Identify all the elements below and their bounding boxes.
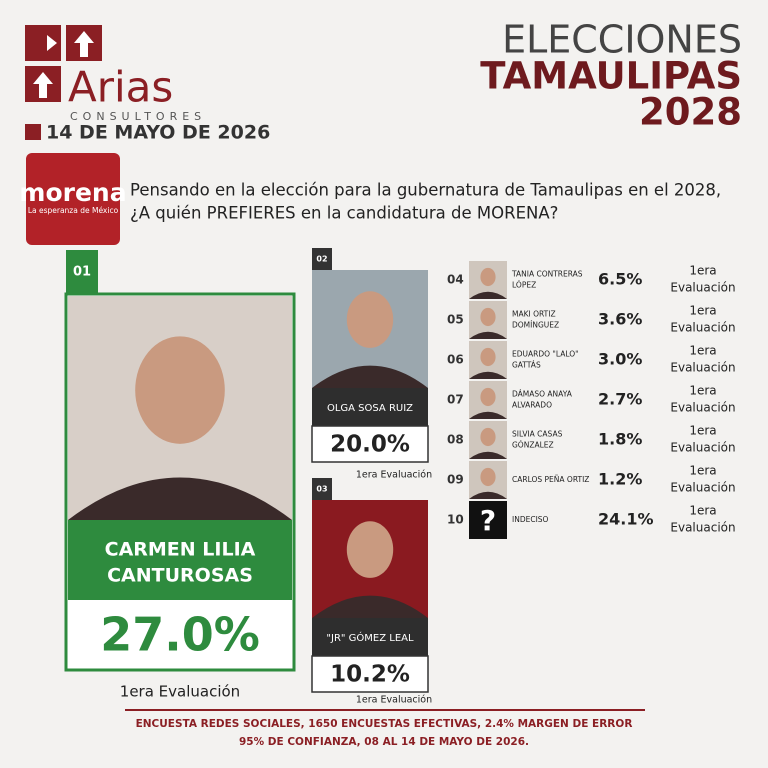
photo-body	[469, 371, 507, 379]
candidate-name: CANTUROSAS	[107, 565, 253, 587]
evaluation-note: 1era	[689, 424, 716, 438]
rank-tab	[312, 248, 332, 270]
candidate-value: 27.0%	[100, 608, 260, 662]
title-line: ELECCIONES	[502, 18, 742, 62]
footer: 95% DE CONFIANZA, 08 AL 14 DE MAYO DE 20…	[239, 736, 529, 748]
question: Pensando en la elección para la gubernat…	[130, 181, 721, 200]
candidate-name: TANIA CONTRERAS	[511, 270, 583, 279]
photo-head	[480, 467, 496, 487]
title-line: TAMAULIPAS	[480, 55, 742, 98]
candidate-value: 10.2%	[330, 662, 410, 688]
evaluation-note: 1era	[689, 264, 716, 278]
logo-icon	[25, 25, 102, 102]
name-box	[312, 388, 428, 426]
photo-body	[469, 331, 507, 339]
candidate-name: DÁMASO ANAYA	[512, 390, 573, 399]
photo-body	[469, 491, 507, 499]
photo-body	[469, 291, 507, 299]
candidate-name: GÓNZALEZ	[512, 441, 554, 450]
evaluation-note: 1era	[689, 304, 716, 318]
evaluation-note: 1era	[689, 384, 716, 398]
evaluation-note: Evaluación	[670, 441, 735, 455]
photo-body	[312, 595, 428, 618]
candidate-name: EDUARDO "LALO"	[512, 350, 579, 359]
logo-sub: CONSULTORES	[70, 110, 206, 123]
evaluation-note: Evaluación	[670, 361, 735, 375]
candidate-value: 6.5%	[598, 270, 642, 289]
photo-body	[312, 365, 428, 388]
party-slogan: La esperanza de México	[28, 206, 119, 215]
rank: 10	[447, 513, 464, 527]
candidate-name: GATTÁS	[512, 361, 541, 370]
photo-body	[469, 411, 507, 419]
candidate-value: 3.6%	[598, 310, 642, 329]
photo-head	[480, 427, 496, 447]
evaluation-note: Evaluación	[670, 481, 735, 495]
evaluation-note: Evaluación	[670, 281, 735, 295]
evaluation-note: 1era	[689, 464, 716, 478]
evaluation-note: 1era Evaluación	[120, 683, 240, 701]
candidate-value: 2.7%	[598, 390, 642, 409]
evaluation-note: 1era Evaluación	[356, 470, 432, 481]
logo-name: Arias	[68, 63, 173, 112]
photo-head	[135, 336, 225, 444]
photo-head	[480, 307, 496, 327]
unknown-icon: ?	[480, 504, 496, 537]
candidate-name: LÓPEZ	[512, 281, 536, 290]
photo-head	[480, 347, 496, 367]
value-box	[311, 425, 429, 463]
rank: 04	[447, 273, 464, 287]
candidate-name: INDECISO	[512, 515, 549, 524]
candidate-name: CARMEN LILIA	[105, 539, 256, 561]
photo-body	[68, 477, 292, 520]
candidate-name: SILVIA CASAS	[512, 430, 563, 439]
question: ¿A quién PREFIERES en la candidatura de …	[130, 204, 558, 223]
candidate-value: 3.0%	[598, 350, 642, 369]
rank: 09	[447, 473, 464, 487]
title-line: 2028	[639, 91, 742, 134]
rank: 02	[316, 255, 327, 264]
candidate-value: 20.0%	[330, 432, 410, 458]
rank: 01	[73, 265, 91, 280]
candidate-name: "JR" GÓMEZ LEAL	[326, 631, 414, 644]
candidate-value: 1.2%	[598, 470, 642, 489]
candidate-name: DOMÍNGUEZ	[512, 321, 559, 330]
party-name: morena	[19, 178, 126, 207]
photo-head	[480, 267, 496, 287]
evaluation-note: Evaluación	[670, 321, 735, 335]
rank: 05	[447, 313, 464, 327]
rank: 06	[447, 353, 464, 367]
candidate-name: CARLOS PEÑA ORTIZ	[512, 475, 589, 484]
value-box	[311, 655, 429, 693]
evaluation-note: 1era	[689, 504, 716, 518]
footer: ENCUESTA REDES SOCIALES, 1650 ENCUESTAS …	[136, 718, 633, 730]
rank-tab	[312, 478, 332, 500]
photo	[469, 501, 507, 539]
photo-head	[480, 387, 496, 407]
rank: 07	[447, 393, 464, 407]
name-box	[68, 520, 292, 600]
name-box	[312, 618, 428, 656]
candidate-value: 24.1%	[598, 510, 654, 529]
rank: 03	[316, 485, 327, 494]
candidate-name: OLGA SOSA RUIZ	[327, 403, 413, 414]
date: 14 DE MAYO DE 2026	[46, 122, 270, 144]
candidate-value: 1.8%	[598, 430, 642, 449]
date-marker	[25, 124, 41, 140]
candidate-name: ALVARADO	[512, 401, 552, 410]
evaluation-note: 1era Evaluación	[356, 695, 432, 706]
photo-head	[346, 521, 394, 578]
candidate-name: MAKI ORTIZ	[512, 310, 556, 319]
photo-head	[346, 291, 394, 348]
photo-body	[469, 451, 507, 459]
evaluation-note: Evaluación	[670, 521, 735, 535]
rank-tab	[66, 250, 98, 294]
evaluation-note: Evaluación	[670, 401, 735, 415]
evaluation-note: 1era	[689, 344, 716, 358]
rank: 08	[447, 433, 464, 447]
party-logo	[26, 153, 120, 245]
